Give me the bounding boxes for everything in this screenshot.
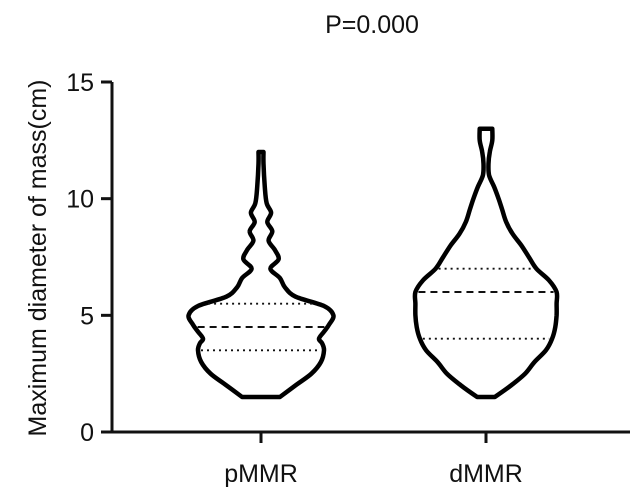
y-tick-label-10: 10	[66, 186, 94, 214]
y-tick-label-0: 0	[80, 419, 94, 447]
violin-pMMR	[186, 149, 336, 400]
x-tick-label-dMMR: dMMR	[449, 460, 523, 488]
violin-dMMR	[412, 126, 560, 400]
violin-body-dMMR	[412, 126, 560, 400]
y-tick-label-15: 15	[66, 69, 94, 97]
violin-body-pMMR	[186, 149, 336, 400]
violins	[186, 126, 560, 400]
ticks: 0 5 10 15 pMMR dMMR	[66, 69, 523, 488]
axes	[110, 82, 630, 434]
x-tick-label-pMMR: pMMR	[224, 460, 298, 488]
y-axis-title: Maximum diameter of mass(cm)	[24, 80, 52, 437]
y-tick-label-5: 5	[80, 302, 94, 330]
chart-title: P=0.000	[325, 11, 419, 39]
